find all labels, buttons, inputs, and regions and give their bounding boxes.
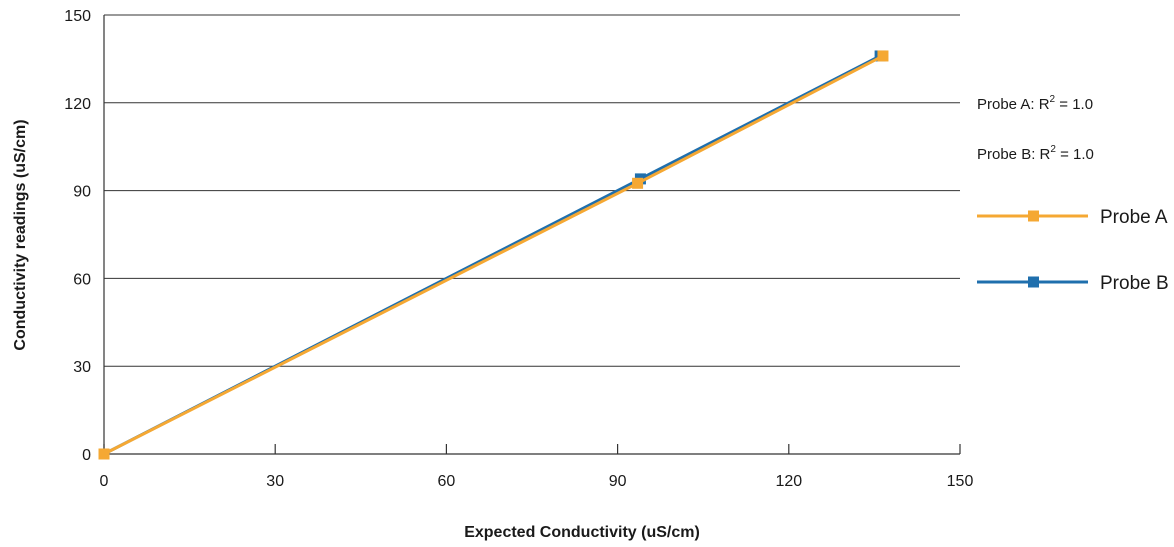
x-tick-label: 60 — [438, 473, 456, 490]
probe-a-line — [103, 54, 884, 456]
r-squared-annotation: Probe A: R2 = 1.0 — [977, 94, 1093, 113]
y-tick-label: 0 — [82, 447, 91, 464]
gridlines — [104, 14, 960, 367]
legend-marker-probe-b — [1028, 276, 1039, 288]
y-tick-label: 60 — [73, 271, 91, 288]
x-axis-ticks: 0 30 60 90 120 150 — [100, 444, 974, 490]
y-axis-label: Conductivity readings (uS/cm) — [12, 119, 29, 350]
annotations: Probe A: R2 = 1.0 Probe B: R2 = 1.0 — [977, 94, 1094, 163]
series-group — [98, 50, 889, 460]
y-axis-ticks: 0 30 60 90 120 150 — [64, 8, 91, 464]
legend-label-probe-a: Probe A — [1100, 207, 1168, 228]
probe-a-marker — [877, 50, 889, 62]
r-squared-annotation: Probe B: R2 = 1.0 — [977, 144, 1094, 163]
x-tick-label: 150 — [947, 473, 974, 490]
axes — [103, 15, 960, 455]
y-tick-label: 120 — [64, 96, 91, 113]
legend: Probe A Probe B — [977, 207, 1169, 294]
probe-a-marker — [98, 448, 110, 460]
y-tick-label: 90 — [73, 184, 91, 201]
legend-marker-probe-a — [1028, 210, 1039, 222]
y-tick-label: 150 — [64, 8, 91, 25]
x-axis-label: Expected Conductivity (uS/cm) — [464, 524, 700, 541]
x-tick-label: 120 — [775, 473, 802, 490]
y-tick-label: 30 — [73, 359, 91, 376]
x-tick-label: 30 — [266, 473, 284, 490]
x-tick-label: 0 — [100, 473, 109, 490]
x-tick-label: 90 — [609, 473, 627, 490]
legend-label-probe-b: Probe B — [1100, 273, 1169, 294]
probe-a-marker — [632, 177, 644, 189]
